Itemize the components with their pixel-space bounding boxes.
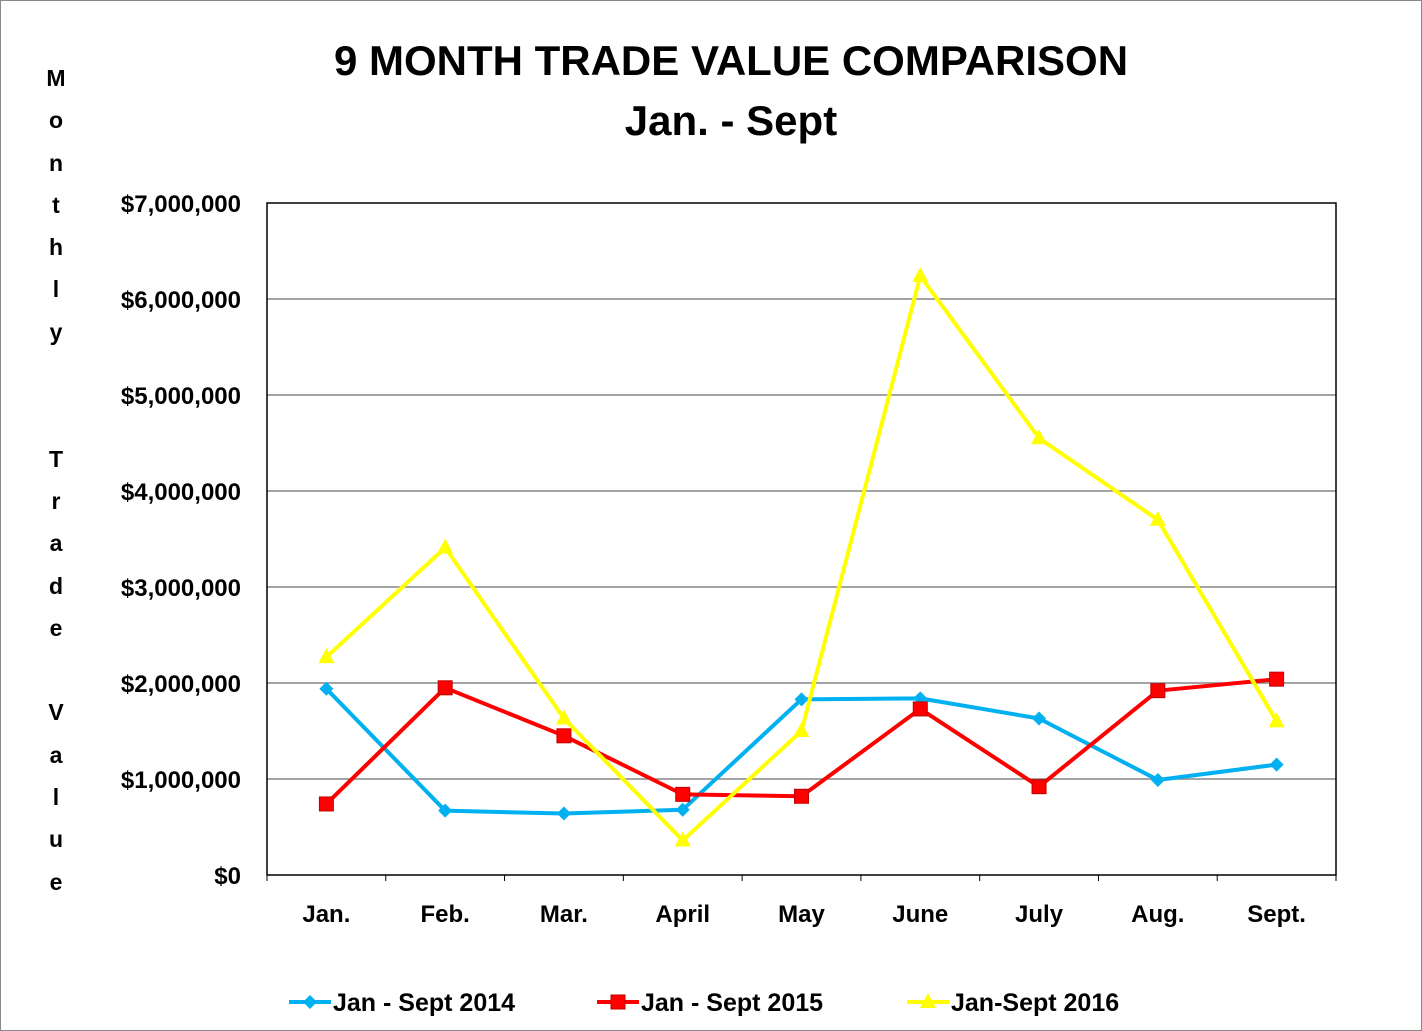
- legend-item: Jan - Sept 2014: [289, 989, 515, 1017]
- y-axis-label-letter: l: [52, 784, 60, 811]
- y-axis-label-letter: V: [48, 699, 64, 726]
- data-point: [912, 701, 928, 717]
- y-axis-label-letter: h: [48, 234, 64, 261]
- data-point: [1150, 772, 1165, 787]
- data-point: [794, 692, 809, 707]
- data-point: [438, 803, 453, 818]
- y-tick-label: $7,000,000: [121, 191, 241, 218]
- y-axis-label-letter: e: [49, 868, 63, 895]
- data-point: [1031, 429, 1048, 445]
- x-tick-label: Jan.: [302, 901, 350, 928]
- y-tick-label: $5,000,000: [121, 383, 241, 410]
- y-tick-label: $0: [214, 863, 241, 890]
- plot-area: [266, 202, 1337, 876]
- data-point: [319, 681, 334, 696]
- data-point: [1268, 712, 1285, 728]
- x-tick-label: June: [892, 901, 948, 928]
- data-point: [318, 648, 335, 664]
- y-tick-label: $3,000,000: [121, 575, 241, 602]
- data-point: [794, 788, 809, 804]
- series-1: [319, 681, 1284, 821]
- data-point: [1269, 757, 1284, 772]
- series-3: [318, 266, 1285, 847]
- y-axis-label-letter: d: [48, 572, 64, 599]
- series-2: [318, 671, 1285, 812]
- y-axis-label-letter: l: [52, 276, 60, 303]
- legend-label: Jan-Sept 2016: [951, 989, 1119, 1017]
- x-tick-label: April: [655, 901, 710, 928]
- x-tick-label: May: [778, 901, 825, 928]
- y-axis-label-letter: t: [52, 191, 60, 218]
- x-tick-label: Sept.: [1247, 901, 1306, 928]
- data-point: [675, 786, 691, 802]
- data-point: [556, 806, 571, 821]
- y-tick-label: $2,000,000: [121, 671, 241, 698]
- y-axis-label-letter: a: [49, 530, 63, 557]
- y-axis-label-letter: M: [46, 65, 66, 91]
- legend-marker: [610, 994, 626, 1010]
- data-point: [1032, 711, 1047, 726]
- chart-subtitle: Jan. - Sept: [624, 97, 838, 144]
- chart-title: 9 MONTH TRADE VALUE COMPARISON Jan. - Se…: [1, 31, 1421, 151]
- data-point: [674, 831, 691, 847]
- data-point: [1149, 510, 1166, 526]
- data-point: [555, 709, 572, 725]
- data-point: [437, 680, 453, 696]
- y-axis-label-letter: T: [48, 445, 64, 472]
- data-point: [1150, 683, 1166, 699]
- data-point: [437, 538, 454, 554]
- y-tick-label: $1,000,000: [121, 767, 241, 794]
- y-axis-label-letter: r: [51, 487, 61, 514]
- y-tick-label: $6,000,000: [121, 287, 241, 314]
- y-axis-label-letter: o: [48, 107, 64, 134]
- x-tick-label: Feb.: [420, 901, 469, 928]
- legend-label: Jan - Sept 2014: [333, 989, 515, 1017]
- legend-item: Jan-Sept 2016: [907, 989, 1119, 1017]
- data-point: [318, 796, 334, 812]
- legend-marker: [303, 995, 317, 1009]
- y-axis-label-letter: a: [49, 741, 63, 768]
- legend-label: Jan - Sept 2015: [641, 989, 823, 1017]
- data-point: [912, 266, 929, 282]
- y-axis-label-letter: u: [48, 826, 64, 853]
- x-tick-label: July: [1015, 901, 1064, 928]
- data-point: [675, 802, 690, 817]
- data-point: [793, 722, 810, 737]
- y-axis-label-letter: e: [49, 614, 63, 641]
- data-point: [556, 728, 572, 744]
- y-axis-label-letter: y: [49, 318, 63, 345]
- y-tick-label: $4,000,000: [121, 479, 241, 506]
- x-tick-label: Aug.: [1131, 901, 1184, 928]
- data-point: [1269, 671, 1285, 687]
- data-point: [1031, 779, 1047, 795]
- y-axis-label-letter: n: [48, 149, 64, 176]
- chart-title-main: 9 MONTH TRADE VALUE COMPARISON: [333, 37, 1129, 84]
- x-tick-label: Mar.: [540, 901, 588, 928]
- legend-marker: [920, 993, 936, 1008]
- legend-item: Jan - Sept 2015: [597, 989, 823, 1017]
- series-line: [325, 273, 1279, 843]
